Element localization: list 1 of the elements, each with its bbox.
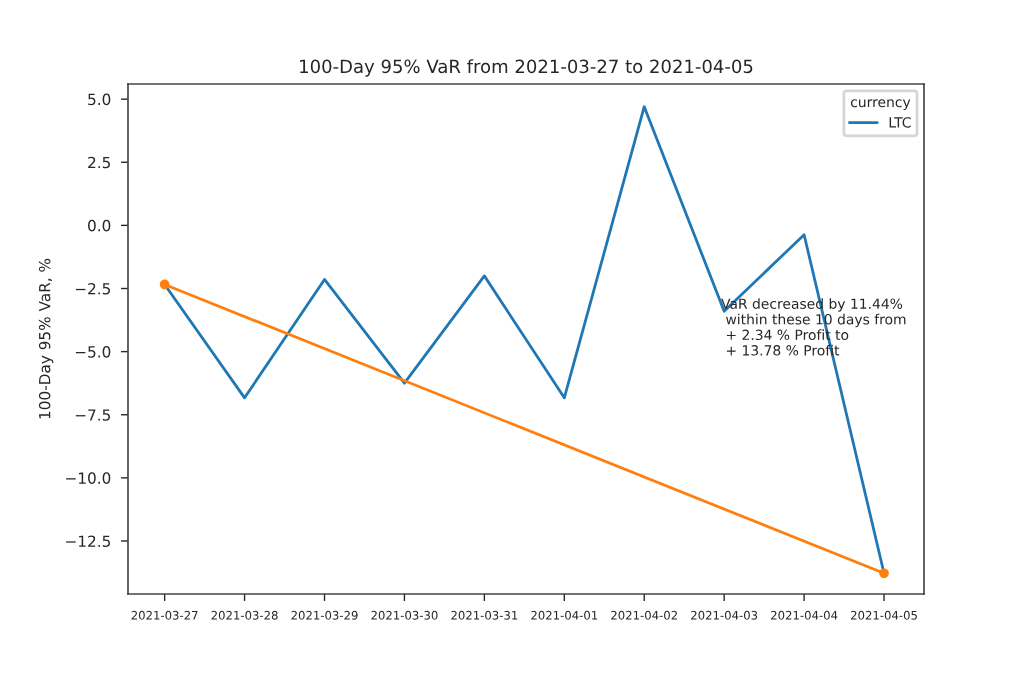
chart-title: 100-Day 95% VaR from 2021-03-27 to 2021-04-05 [300,59,753,77]
